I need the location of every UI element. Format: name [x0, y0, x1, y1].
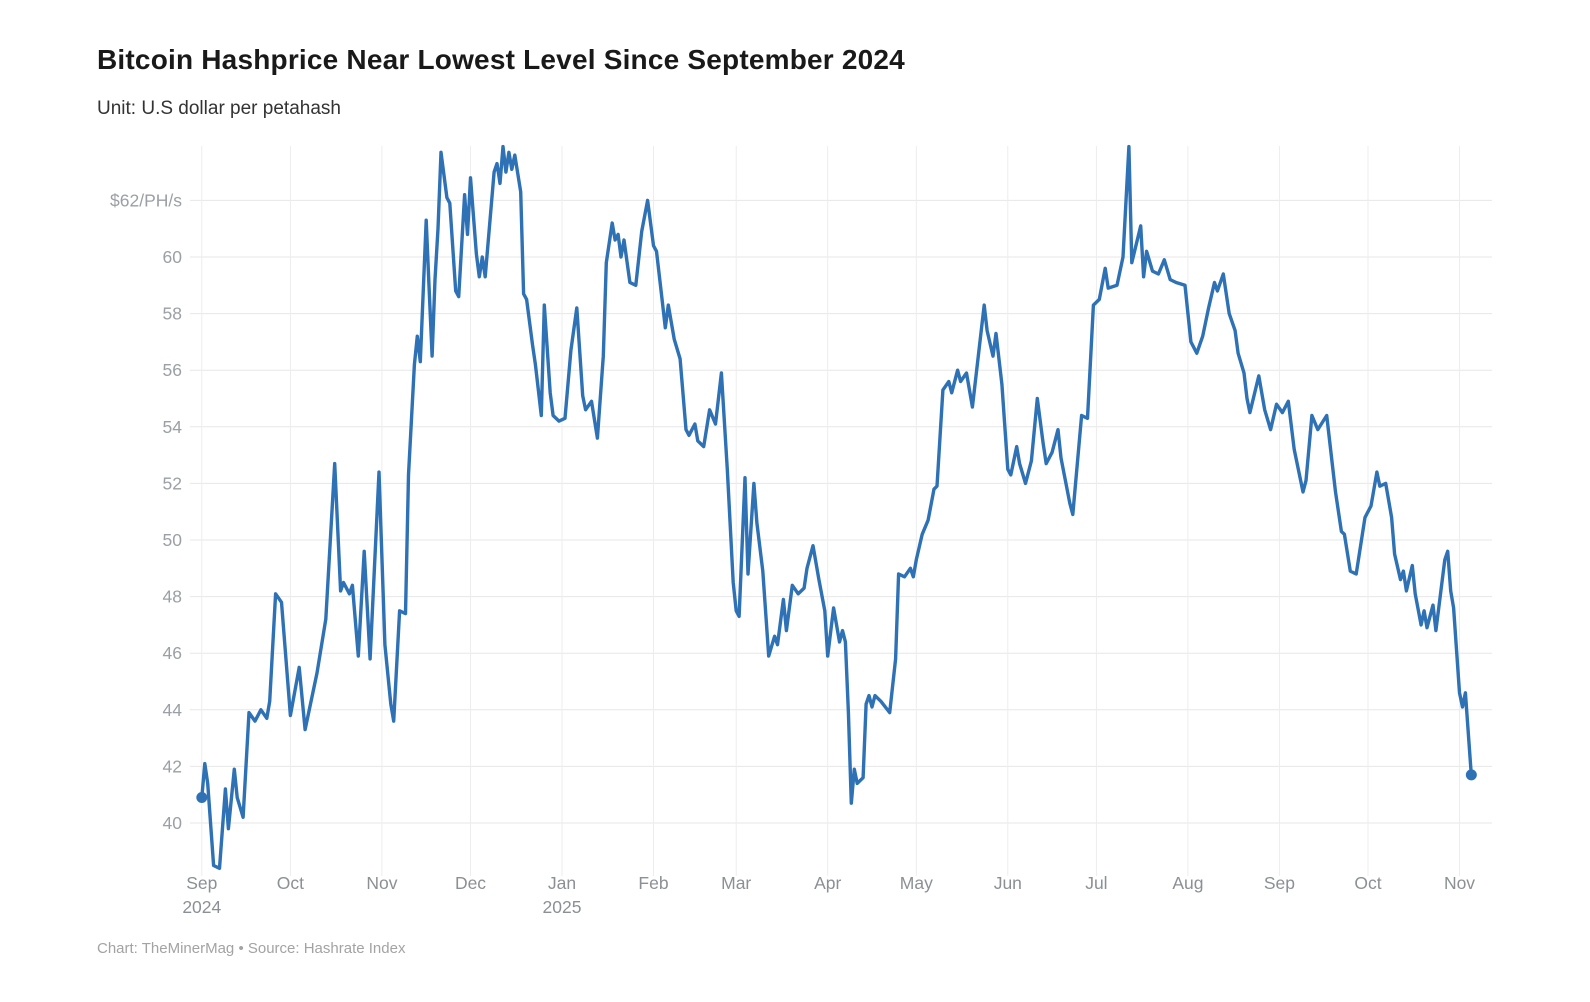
- y-tick-label: 40: [163, 813, 183, 833]
- horizontal-gridlines: [190, 199, 1492, 824]
- page-title: Bitcoin Hashprice Near Lowest Level Sinc…: [97, 44, 905, 75]
- x-tick-label: Nov: [1444, 873, 1475, 893]
- x-tick-label: Jul: [1085, 873, 1107, 893]
- x-tick-label: Sep: [186, 873, 217, 893]
- y-tick-label: $62/PH/s: [110, 190, 182, 210]
- y-tick-label: 58: [163, 304, 182, 324]
- y-tick-label: 60: [163, 247, 183, 267]
- y-tick-label: 56: [163, 360, 182, 380]
- x-tick-label: May: [900, 873, 933, 893]
- series-start-dot: [196, 792, 208, 804]
- y-axis-tick-labels: 40 42 44 46 48 50 52 54 56 58 60 $62/PH/s: [110, 190, 182, 833]
- y-tick-label: 46: [163, 643, 182, 663]
- y-tick-label: 48: [163, 587, 182, 607]
- x-tick-label: Apr: [814, 873, 841, 893]
- y-tick-label: 50: [163, 530, 183, 550]
- x-tick-label: Sep: [1264, 873, 1295, 893]
- y-tick-label: 52: [163, 473, 182, 493]
- series-end-dot: [1465, 769, 1477, 781]
- chart-unit-subtitle: Unit: U.S dollar per petahash: [97, 98, 341, 119]
- x-tick-label: Oct: [1354, 873, 1381, 893]
- x-tick-label: Oct: [277, 873, 304, 893]
- x-tick-label: Feb: [638, 873, 668, 893]
- x-tick-label: Dec: [455, 873, 486, 893]
- y-tick-label: 54: [163, 417, 183, 437]
- x-tick-label: Aug: [1172, 873, 1203, 893]
- price-line: [200, 144, 1473, 870]
- y-tick-label: 44: [163, 700, 183, 720]
- chart-credit: Chart: TheMinerMag • Source: Hashrate In…: [97, 940, 406, 957]
- x-tick-label: Jan: [548, 873, 576, 893]
- x-tick-label: Jun: [994, 873, 1022, 893]
- x-tick-label: Mar: [721, 873, 751, 893]
- x-tick-year-label: 2025: [543, 897, 582, 917]
- x-tick-label: Nov: [366, 873, 397, 893]
- x-axis-tick-labels: Sep 2024 Oct Nov Dec Jan 2025 Feb Mar Apr May Jun Ju…: [182, 873, 1475, 917]
- x-tick-year-label: 2024: [182, 897, 221, 917]
- y-tick-label: 42: [163, 756, 182, 776]
